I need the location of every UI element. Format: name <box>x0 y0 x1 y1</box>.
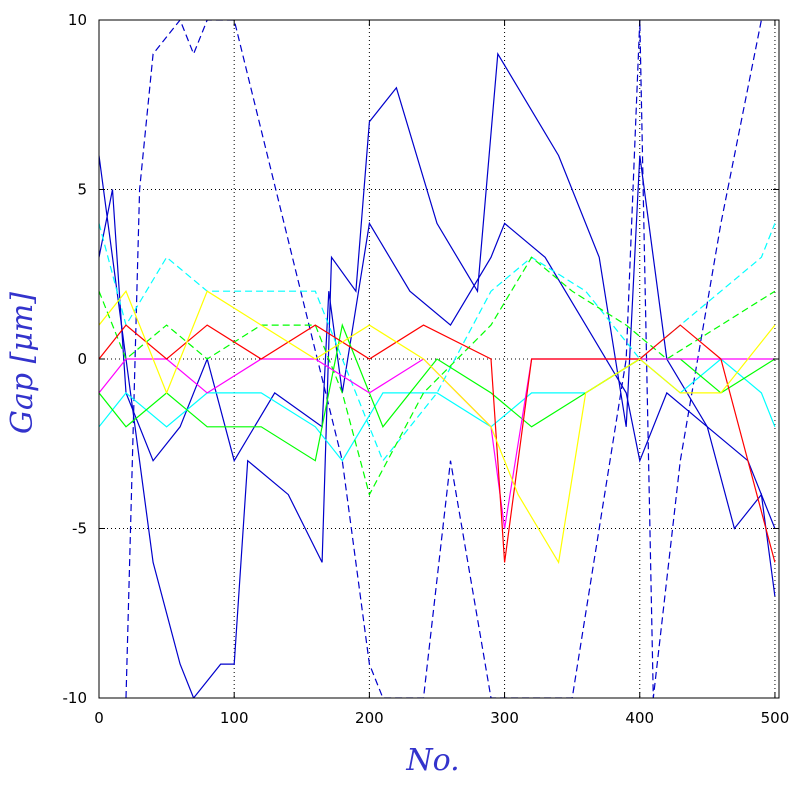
y-tick-label: 5 <box>77 181 87 199</box>
x-axis-title: No. <box>405 743 459 778</box>
x-tick-label: 0 <box>94 709 104 727</box>
data-series <box>99 20 776 698</box>
grid-lines <box>99 20 779 698</box>
x-tick-label: 400 <box>625 709 654 727</box>
axis-ticks: 0 100 200 300 400 500 -10 -5 0 5 10 <box>63 11 790 727</box>
x-tick-label: 300 <box>490 709 519 727</box>
y-tick-label: 0 <box>77 350 87 368</box>
x-tick-label: 500 <box>761 709 790 727</box>
x-tick-label: 200 <box>355 709 384 727</box>
series-line-2 <box>99 51 776 698</box>
series-line-4 <box>99 223 776 462</box>
x-tick-label: 100 <box>220 709 249 727</box>
y-tick-label: -10 <box>63 689 88 707</box>
series-line-10 <box>99 290 776 565</box>
y-axis-title: Gap [μm] <box>5 292 40 434</box>
series-line-5 <box>99 358 776 462</box>
series-line-6 <box>99 256 776 497</box>
y-tick-label: 10 <box>68 11 87 29</box>
y-tick-label: -5 <box>72 520 87 538</box>
series-line-1 <box>99 189 776 529</box>
